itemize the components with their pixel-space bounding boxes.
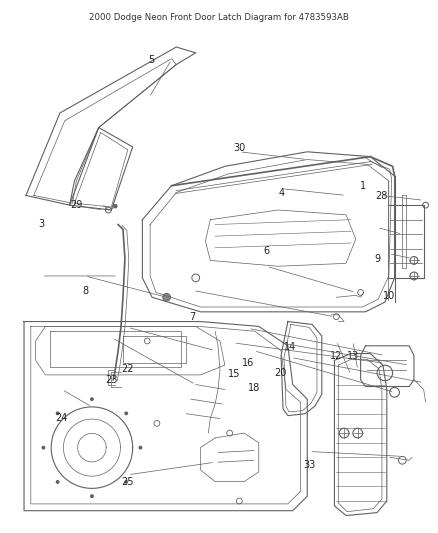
Text: 24: 24 <box>56 413 68 423</box>
Circle shape <box>124 411 128 415</box>
Text: 18: 18 <box>248 383 260 393</box>
Text: 23: 23 <box>106 375 118 385</box>
Text: 3: 3 <box>39 219 45 229</box>
Text: 25: 25 <box>121 478 134 487</box>
Text: 14: 14 <box>284 342 297 352</box>
Text: 33: 33 <box>303 460 315 470</box>
Text: 22: 22 <box>121 364 134 374</box>
Text: 20: 20 <box>275 368 287 378</box>
Circle shape <box>163 293 170 301</box>
Circle shape <box>113 204 117 208</box>
Text: 28: 28 <box>375 191 388 201</box>
Text: 2000 Dodge Neon Front Door Latch Diagram for 4783593AB: 2000 Dodge Neon Front Door Latch Diagram… <box>89 13 349 22</box>
Text: 30: 30 <box>233 143 246 153</box>
Text: 5: 5 <box>148 55 154 65</box>
Circle shape <box>124 480 128 484</box>
Text: 6: 6 <box>264 246 270 256</box>
Circle shape <box>138 446 142 449</box>
Text: 12: 12 <box>330 351 342 361</box>
Text: 13: 13 <box>347 351 359 361</box>
Text: 10: 10 <box>383 291 395 301</box>
Circle shape <box>56 411 60 415</box>
Circle shape <box>90 397 94 401</box>
Text: 4: 4 <box>279 188 285 198</box>
Text: 15: 15 <box>228 369 240 379</box>
Text: 1: 1 <box>360 181 367 191</box>
Text: 7: 7 <box>190 312 196 322</box>
Text: 16: 16 <box>242 358 254 368</box>
Circle shape <box>56 480 60 484</box>
Text: 9: 9 <box>374 254 380 264</box>
Text: 8: 8 <box>82 286 88 296</box>
Circle shape <box>90 494 94 498</box>
Text: 29: 29 <box>71 200 83 209</box>
Circle shape <box>42 446 46 449</box>
